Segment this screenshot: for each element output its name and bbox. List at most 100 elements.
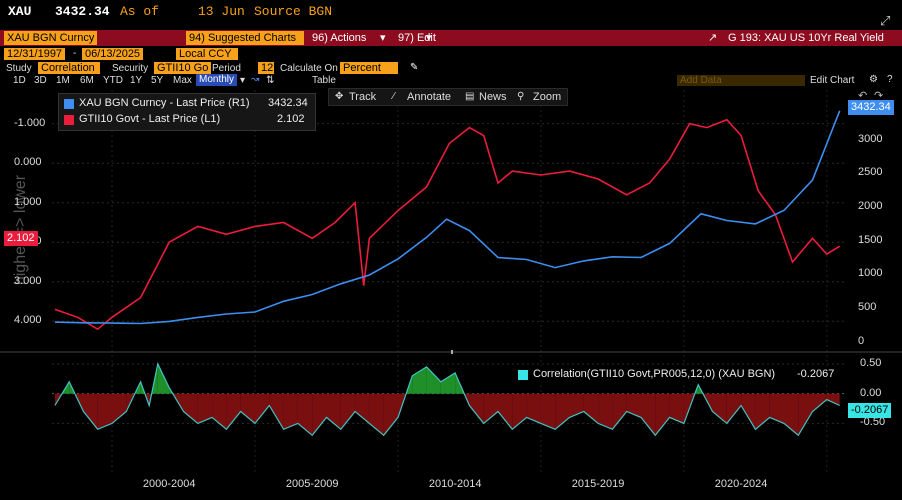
period-1d[interactable]: 1D: [13, 75, 26, 86]
correlation-area-segment: [812, 393, 827, 412]
period-field[interactable]: 12: [258, 62, 274, 74]
x-axis-tick: 2005-2009: [285, 478, 339, 490]
left-axis-tick: 4.000: [14, 314, 42, 327]
x-axis-tick: 2010-2014: [428, 478, 482, 490]
correlation-area-segment: [555, 393, 570, 430]
export-icon[interactable]: ↗: [708, 32, 718, 44]
gtii-legend-label: GTII10 Govt - Last Price (L1): [79, 113, 221, 125]
correlation-area-segment: [712, 393, 727, 424]
track-icon[interactable]: ✥: [335, 91, 344, 102]
study-field[interactable]: Correlation: [38, 62, 100, 74]
xau-line: [54, 110, 841, 325]
correlation-area-segment: [340, 393, 356, 430]
chart-tools: ✥ Track ∕ Annotate ▤ News ⚲ Zoom: [328, 88, 568, 106]
correlation-area-segment: [669, 393, 684, 424]
correlation-area-segment: [512, 393, 527, 430]
correlation-area-segment: [369, 393, 384, 436]
frequency-caret-icon[interactable]: ▾: [240, 75, 246, 86]
redo-icon[interactable]: ↷: [874, 90, 884, 102]
correlation-area-segment: [641, 393, 656, 436]
calculate-on-label: Calculate On: [280, 63, 338, 74]
add-data-field[interactable]: Add Data: [677, 75, 805, 86]
actions-caret-icon[interactable]: ▾: [380, 32, 386, 44]
correlation-area-segment: [798, 393, 813, 436]
period-1m[interactable]: 1M: [56, 75, 70, 86]
correlation-area-segment: [326, 393, 341, 430]
actions-menu[interactable]: 96) Actions: [312, 32, 367, 44]
chart-title: G 193: XAU US 10Yr Real Yield: [728, 32, 884, 44]
correlation-area-segment: [784, 393, 799, 436]
annotate-button[interactable]: Annotate: [407, 91, 452, 103]
price-chart[interactable]: [0, 86, 902, 500]
correlation-legend[interactable]: Correlation(GTII10 Govt,PR005,12,0) (XAU…: [515, 366, 845, 383]
right-axis-tick: 1500: [858, 233, 883, 246]
ticker[interactable]: XAU: [8, 4, 32, 19]
correlation-area-segment: [255, 393, 270, 424]
period-1y[interactable]: 1Y: [130, 75, 143, 86]
left-axis-tick: 0.000: [14, 156, 42, 169]
correlation-area-segment: [83, 393, 98, 430]
correlation-area-segment: [526, 393, 541, 424]
period-6m[interactable]: 6M: [80, 75, 94, 86]
period-max[interactable]: Max: [173, 75, 192, 86]
xau-swatch: [64, 99, 74, 109]
source-label: Source BGN: [254, 4, 333, 19]
right-axis-tick: 3000: [858, 132, 883, 145]
gtii-legend-value: 2.102: [277, 113, 305, 125]
correlation-area-segment: [297, 393, 313, 436]
x-axis-tick: 2020-2024: [714, 478, 768, 490]
end-date-field[interactable]: 06/13/2025: [82, 48, 144, 60]
study-row: Study Correlation Security GTII10 Go Per…: [0, 62, 902, 76]
zoom-button[interactable]: Zoom: [533, 91, 562, 103]
chart-type-icon[interactable]: ⇅: [266, 75, 275, 86]
table-button[interactable]: Table: [312, 75, 336, 86]
undo-icon[interactable]: ↶: [858, 90, 868, 102]
correlation-axis-tick: -0.50: [860, 416, 886, 429]
zoom-icon[interactable]: ⚲: [517, 91, 525, 102]
correlation-area-segment: [197, 393, 213, 424]
correlation-axis-tick: 0.00: [860, 386, 882, 399]
main-legend[interactable]: XAU BGN Curncy - Last Price (R1) 3432.34…: [58, 93, 316, 131]
currency-field[interactable]: Local CCY: [176, 48, 238, 60]
compare-security-field[interactable]: GTII10 Go: [154, 62, 212, 74]
correlation-area-segment: [741, 393, 756, 430]
line-chart-icon[interactable]: ↝: [251, 74, 260, 85]
correlation-current-badge: -0.2067: [848, 403, 892, 418]
as-of-label: As of: [120, 4, 160, 19]
news-button[interactable]: News: [479, 91, 507, 103]
news-icon[interactable]: ▤: [465, 91, 475, 102]
correlation-area-segment: [826, 393, 840, 406]
annotate-icon[interactable]: ∕: [393, 91, 395, 102]
period-3d[interactable]: 3D: [34, 75, 47, 86]
correlation-area-segment: [440, 372, 456, 394]
start-date-field[interactable]: 12/31/1997: [4, 48, 66, 60]
correlation-area-segment: [226, 393, 241, 430]
frequency-select[interactable]: Monthly: [196, 74, 238, 86]
settings-gear-icon[interactable]: ⚙: [869, 74, 878, 85]
calculate-on-field[interactable]: Percent: [340, 62, 398, 74]
track-button[interactable]: Track: [349, 91, 377, 103]
edit-caret-icon[interactable]: ▾: [426, 32, 432, 44]
suggested-charts-button[interactable]: 94) Suggested Charts: [186, 31, 304, 45]
left-axis-tick: 3.000: [14, 274, 42, 287]
correlation-area-segment: [469, 393, 484, 424]
expand-icon[interactable]: ⤢: [880, 13, 891, 28]
correlation-area-segment: [726, 393, 742, 424]
period-5y[interactable]: 5Y: [151, 75, 164, 86]
correlation-area-segment: [598, 393, 613, 430]
correlation-area-segment: [240, 393, 255, 424]
pencil-icon[interactable]: ✎: [410, 62, 419, 73]
right-axis-tick: 500: [858, 300, 877, 313]
period-row: 1D 3D 1M 6M YTD 1Y 5Y Max Monthly ▾ ↝ ⇅ …: [0, 74, 902, 88]
correlation-legend-label: Correlation(GTII10 Govt,PR005,12,0) (XAU…: [533, 368, 776, 380]
left-axis-tick: 1.000: [14, 195, 42, 208]
last-price: 3432.34: [55, 4, 110, 19]
period-ytd[interactable]: YTD: [103, 75, 123, 86]
security-field[interactable]: XAU BGN Curncy: [4, 31, 98, 45]
correlation-area-segment: [769, 393, 784, 424]
help-icon[interactable]: ?: [887, 74, 893, 85]
correlation-area-segment: [269, 393, 284, 430]
edit-chart-button[interactable]: Edit Chart: [810, 75, 855, 86]
edit-menu[interactable]: 97) Edit: [398, 32, 436, 44]
correlation-area-segment: [540, 393, 556, 430]
